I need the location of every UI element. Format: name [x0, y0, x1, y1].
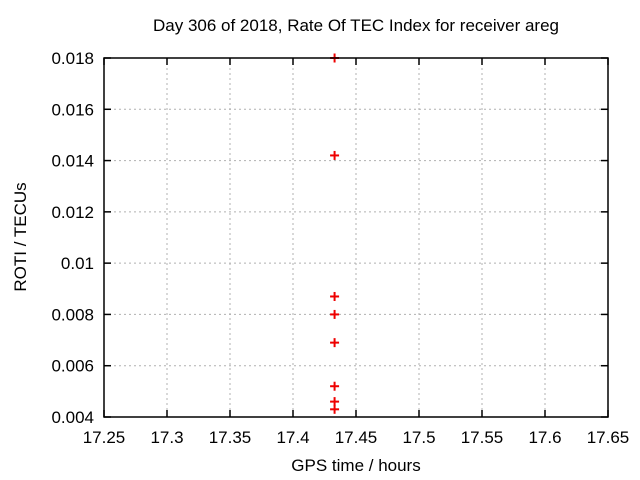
y-tick-label: 0.016: [51, 100, 94, 119]
data-point-marker: [330, 338, 340, 348]
data-points-layer: [330, 53, 340, 414]
x-axis-label: GPS time / hours: [291, 456, 420, 475]
grid-layer: [103, 57, 609, 418]
y-tick-label: 0.012: [51, 203, 94, 222]
x-tick-label: 17.25: [83, 428, 126, 447]
y-tick-label: 0.014: [51, 152, 94, 171]
y-tick-label: 0.008: [51, 305, 94, 324]
y-tick-label: 0.004: [51, 408, 94, 427]
x-tick-label: 17.6: [528, 428, 561, 447]
data-point-marker: [330, 381, 340, 391]
data-point-marker: [330, 291, 340, 301]
chart-title: Day 306 of 2018, Rate Of TEC Index for r…: [153, 16, 559, 35]
x-tick-label: 17.65: [587, 428, 630, 447]
x-tick-label: 17.5: [402, 428, 435, 447]
x-tick-label: 17.4: [276, 428, 309, 447]
y-tick-label: 0.01: [61, 254, 94, 273]
y-tick-label: 0.018: [51, 49, 94, 68]
y-tick-label: 0.006: [51, 357, 94, 376]
data-point-marker: [330, 404, 340, 414]
x-tick-label: 17.55: [461, 428, 504, 447]
data-point-marker: [330, 309, 340, 319]
data-point-marker: [330, 397, 340, 407]
y-axis-label: ROTI / TECUs: [11, 182, 30, 291]
x-tick-label: 17.3: [150, 428, 183, 447]
data-point-marker: [330, 150, 340, 160]
axes-frame-layer: [103, 57, 609, 418]
x-tick-label: 17.35: [209, 428, 252, 447]
x-tick-label: 17.45: [335, 428, 378, 447]
tick-labels-layer: 17.25 17.3 17.35 17.4 17.45 17.5 17.55 17.6 17.6…: [51, 49, 629, 447]
